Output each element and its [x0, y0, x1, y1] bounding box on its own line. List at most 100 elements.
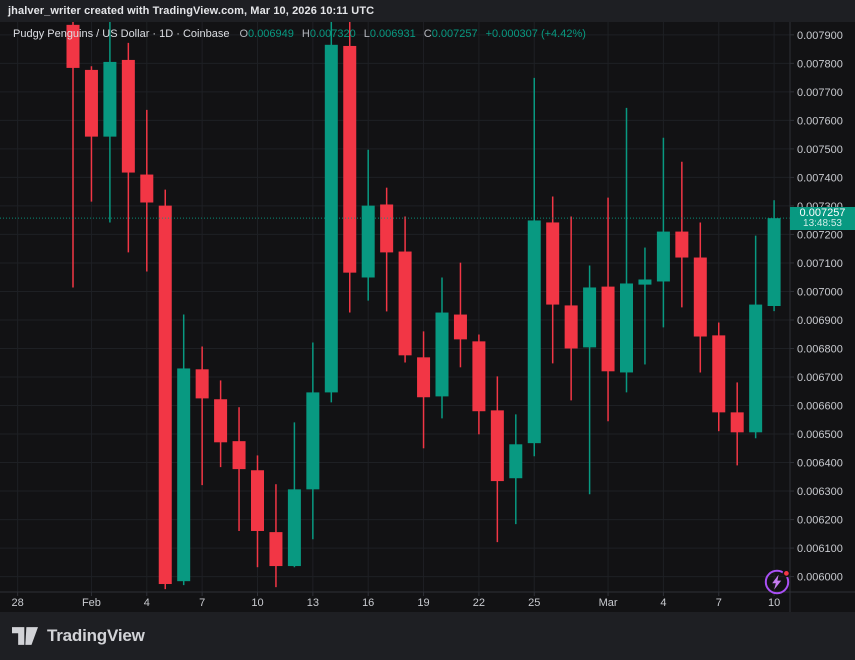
- time-axis-label[interactable]: 25: [528, 597, 540, 609]
- candle-body-feb-27: [564, 305, 578, 349]
- candle-body-mar-6: [693, 257, 707, 337]
- candle-body-feb-2: [103, 61, 117, 137]
- current-price-value: 0.007257: [799, 207, 846, 219]
- candle-body-mar-5: [675, 231, 689, 258]
- ohlc-open-label: O: [239, 28, 249, 40]
- candle-body-mar-4: [656, 231, 670, 282]
- candle-body-mar-8: [730, 412, 744, 433]
- time-axis-label[interactable]: 28: [12, 597, 24, 609]
- time-axis-label[interactable]: 7: [199, 597, 205, 609]
- lightning-icon: [764, 569, 791, 595]
- price-axis-label[interactable]: 0.007400: [797, 172, 843, 184]
- footer-bar: TradingView: [0, 612, 855, 660]
- candle-body-feb-10: [251, 470, 264, 531]
- price-axis-label[interactable]: 0.006500: [797, 429, 843, 441]
- ohlc-high: H0.007320: [302, 28, 356, 40]
- tradingview-logo-link[interactable]: TradingView: [12, 626, 145, 646]
- candle-body-feb-9: [232, 441, 246, 470]
- time-axis-label[interactable]: 13: [307, 597, 319, 609]
- symbol-title: Pudgy Penguins / US Dollar · 1D · Coinba…: [13, 28, 230, 40]
- tradingview-logo-icon: [12, 627, 38, 645]
- time-axis-label[interactable]: Feb: [82, 597, 101, 609]
- time-axis-label[interactable]: 7: [716, 597, 722, 609]
- ohlc-high-label: H: [301, 28, 310, 40]
- candle-body-feb-5: [158, 205, 172, 585]
- candle-body-feb-26: [546, 222, 560, 305]
- candle-body-feb-3: [121, 59, 135, 173]
- candle-body-feb-1: [84, 69, 98, 137]
- candle-body-feb-24: [509, 444, 523, 479]
- attribution-bar: jhalver_writer created with TradingView.…: [0, 0, 855, 22]
- candle-body-feb-8: [214, 399, 228, 443]
- ohlc-open-value: 0.006949: [248, 28, 294, 40]
- time-axis-label[interactable]: 4: [660, 597, 666, 609]
- ohlc-close-value: 0.007257: [431, 28, 478, 40]
- ohlc-low-label: L: [363, 28, 370, 40]
- bar-close-countdown: 13:48:53: [803, 217, 842, 229]
- price-axis-label[interactable]: 0.006600: [797, 401, 843, 413]
- time-axis-label[interactable]: 10: [251, 597, 263, 609]
- ohlc-low-value: 0.006931: [369, 28, 416, 40]
- price-axis-label[interactable]: 0.006800: [797, 343, 843, 355]
- candle-body-feb-12: [287, 489, 301, 567]
- price-axis-label[interactable]: 0.006700: [797, 372, 843, 384]
- candle-body-mar-7: [712, 335, 726, 413]
- price-axis-label[interactable]: 0.006000: [797, 572, 843, 584]
- time-axis-label[interactable]: Mar: [599, 597, 618, 609]
- ohlc-close-label: C: [423, 28, 432, 40]
- candle-body-mar-2: [620, 283, 633, 373]
- price-axis-label[interactable]: 0.006900: [797, 315, 843, 327]
- candle-body-feb-15: [343, 45, 357, 273]
- time-axis-label[interactable]: 4: [144, 597, 150, 609]
- price-axis-label[interactable]: 0.007600: [797, 115, 843, 127]
- ohlc-close: C0.007257: [424, 28, 478, 40]
- time-axis-label[interactable]: 22: [473, 597, 485, 609]
- tradingview-wordmark: TradingView: [47, 626, 145, 645]
- current-price-label: 0.007257 13:48:53: [790, 207, 855, 230]
- time-axis-label[interactable]: 10: [768, 597, 780, 609]
- candle-body-mar-1: [601, 286, 615, 372]
- candle-body-feb-19: [417, 357, 431, 398]
- price-axis-label[interactable]: 0.007200: [797, 229, 843, 241]
- time-axis-label[interactable]: 19: [417, 597, 429, 609]
- attribution-text: jhalver_writer created with TradingView.…: [8, 5, 375, 17]
- candle-body-feb-16: [361, 205, 375, 278]
- candle-body-feb-22: [472, 341, 486, 412]
- candle-body-feb-23: [490, 410, 504, 482]
- candle-body-feb-21: [453, 314, 467, 340]
- time-axis-label[interactable]: 16: [362, 597, 374, 609]
- price-axis-label[interactable]: 0.006400: [797, 458, 843, 470]
- price-axis-label[interactable]: 0.006300: [797, 486, 843, 498]
- price-axis-label[interactable]: 0.007500: [797, 144, 843, 156]
- candle-body-feb-14: [324, 44, 338, 393]
- price-axis-label[interactable]: 0.007900: [797, 30, 843, 42]
- candle-body-feb-18: [398, 251, 412, 356]
- symbol-legend[interactable]: Pudgy Penguins / US Dollar · 1D · Coinba…: [13, 28, 586, 40]
- candle-body-feb-28: [583, 287, 597, 348]
- candle-body-mar-10: [767, 218, 781, 307]
- candle-body-feb-13: [306, 392, 320, 490]
- candle-body-mar-9: [749, 304, 763, 433]
- candle-body-jan-31: [66, 24, 80, 68]
- ohlc-change: +0.000307 (+4.42%): [485, 28, 586, 40]
- sparks-button[interactable]: [762, 567, 792, 597]
- ohlc-low: L0.006931: [364, 28, 416, 40]
- candle-body-feb-4: [140, 174, 154, 203]
- ohlc-high-value: 0.007320: [309, 28, 356, 40]
- notification-dot: [782, 569, 791, 578]
- price-axis-label[interactable]: 0.007000: [797, 286, 843, 298]
- price-axis-label[interactable]: 0.006100: [797, 543, 843, 555]
- price-axis-label[interactable]: 0.006200: [797, 515, 843, 527]
- price-axis-label[interactable]: 0.007700: [797, 87, 843, 99]
- candle-body-mar-3: [638, 279, 652, 285]
- price-axis-label[interactable]: 0.007800: [797, 58, 843, 70]
- candle-body-feb-7: [195, 369, 209, 399]
- candle-body-feb-11: [269, 532, 283, 567]
- candle-body-feb-17: [380, 204, 394, 253]
- ohlc-open: O0.006949: [239, 28, 293, 40]
- candle-body-feb-25: [527, 220, 541, 444]
- candle-body-feb-20: [435, 312, 449, 397]
- price-axis-label[interactable]: 0.007100: [797, 258, 843, 270]
